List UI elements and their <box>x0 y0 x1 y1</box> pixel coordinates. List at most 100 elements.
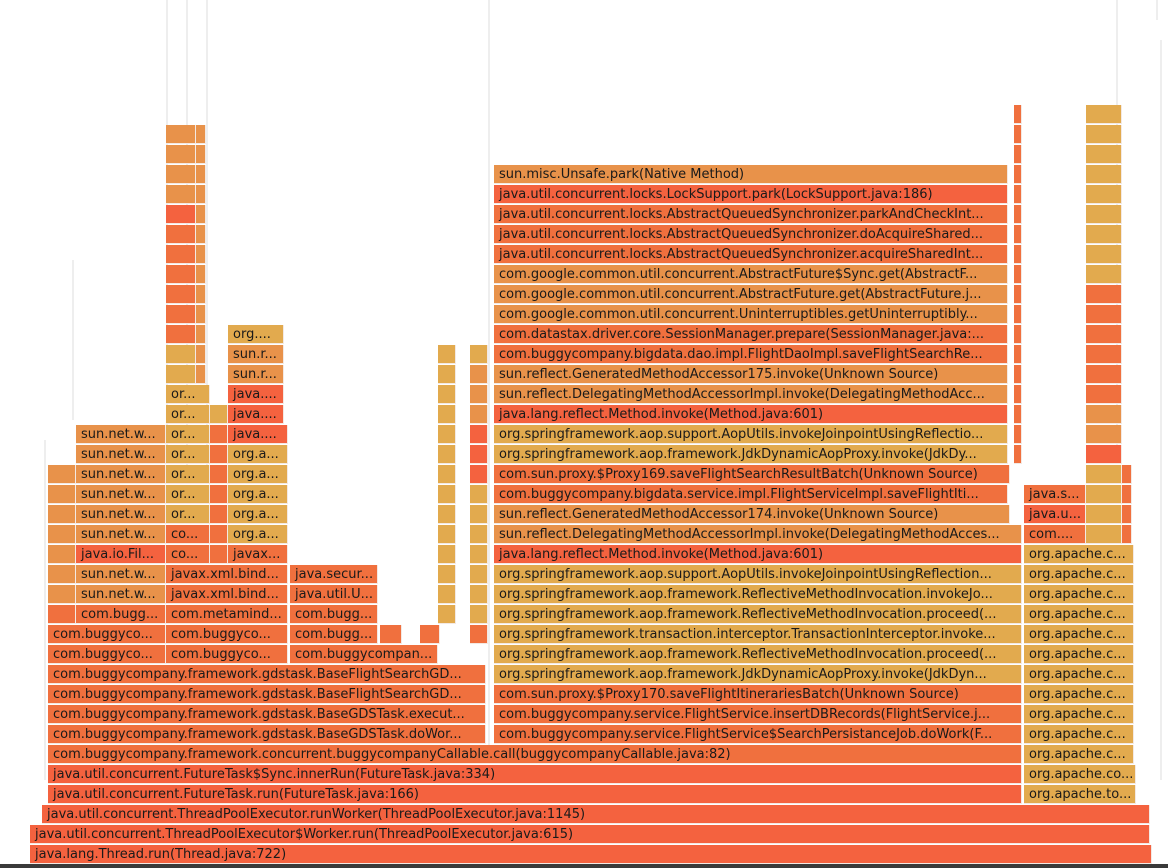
stack-frame[interactable]: org.a... <box>228 505 288 524</box>
stack-frame[interactable] <box>48 505 76 524</box>
stack-frame[interactable]: org.a... <box>228 485 288 504</box>
stack-frame[interactable] <box>470 525 488 544</box>
stack-frame[interactable] <box>470 605 488 624</box>
stack-frame[interactable]: com.buggycompany.framework.gdstask.BaseF… <box>48 685 486 704</box>
stack-frame[interactable] <box>196 225 206 244</box>
stack-frame[interactable] <box>470 625 488 644</box>
stack-frame[interactable] <box>1014 185 1022 204</box>
stack-frame[interactable] <box>196 345 206 364</box>
stack-frame[interactable]: com.buggycompany.service.FlightService.i… <box>494 705 1022 724</box>
stack-frame[interactable] <box>48 545 76 564</box>
stack-frame[interactable] <box>438 465 456 484</box>
stack-frame[interactable] <box>48 565 76 584</box>
stack-frame[interactable]: org.apache.c... <box>1024 725 1134 744</box>
stack-frame[interactable] <box>1086 385 1122 404</box>
stack-frame[interactable] <box>1122 465 1132 484</box>
stack-frame[interactable] <box>1014 125 1022 144</box>
stack-frame[interactable] <box>470 465 488 484</box>
stack-frame[interactable] <box>1014 245 1022 264</box>
stack-frame[interactable]: sun.net.w... <box>76 445 166 464</box>
stack-frame[interactable]: sun.net.w... <box>76 565 166 584</box>
stack-frame[interactable]: com.sun.proxy.$Proxy169.saveFlightSearch… <box>494 465 1010 484</box>
stack-frame[interactable] <box>166 145 196 164</box>
stack-frame[interactable] <box>420 625 440 644</box>
stack-frame[interactable]: org.springframework.aop.framework.JdkDyn… <box>494 445 1008 464</box>
stack-frame[interactable]: org.apache.to... <box>1024 785 1136 804</box>
stack-frame[interactable]: org.... <box>228 325 284 344</box>
stack-frame[interactable] <box>438 585 456 604</box>
stack-frame[interactable]: java.util.concurrent.ThreadPoolExecutor.… <box>42 805 1150 824</box>
stack-frame[interactable]: com.... <box>1024 525 1086 544</box>
stack-frame[interactable] <box>1086 225 1122 244</box>
stack-frame[interactable] <box>470 585 488 604</box>
stack-frame[interactable]: java.... <box>228 405 284 424</box>
stack-frame[interactable] <box>1014 285 1022 304</box>
stack-frame[interactable] <box>196 365 206 384</box>
stack-frame[interactable] <box>1086 145 1122 164</box>
stack-frame[interactable] <box>438 345 456 364</box>
stack-frame[interactable] <box>1014 385 1022 404</box>
stack-frame[interactable]: or... <box>166 425 210 444</box>
stack-frame[interactable]: org.apache.c... <box>1024 625 1134 644</box>
stack-frame[interactable]: sun.reflect.DelegatingMethodAccessorImpl… <box>494 525 1022 544</box>
stack-frame[interactable]: java.secur... <box>290 565 378 584</box>
stack-frame[interactable] <box>196 145 206 164</box>
stack-frame[interactable] <box>1014 205 1022 224</box>
stack-frame[interactable]: org.springframework.transaction.intercep… <box>494 625 1022 644</box>
stack-frame[interactable] <box>1014 325 1022 344</box>
stack-frame[interactable] <box>166 345 196 364</box>
stack-frame[interactable]: com.buggyco... <box>166 625 288 644</box>
stack-frame[interactable]: org.apache.co... <box>1024 765 1136 784</box>
stack-frame[interactable] <box>210 505 228 524</box>
stack-frame[interactable]: com.bugg... <box>290 625 378 644</box>
stack-frame[interactable] <box>1014 345 1022 364</box>
stack-frame[interactable] <box>1086 525 1122 544</box>
stack-frame[interactable] <box>1086 105 1122 124</box>
stack-frame[interactable]: org.apache.c... <box>1024 645 1134 664</box>
stack-frame[interactable]: or... <box>166 445 210 464</box>
stack-frame[interactable]: com.buggycompany.bigdata.dao.impl.Flight… <box>494 345 1008 364</box>
stack-frame[interactable] <box>470 445 488 464</box>
stack-frame[interactable]: javax.xml.bind... <box>166 585 288 604</box>
stack-frame[interactable]: java.lang.reflect.Method.invoke(Method.j… <box>494 405 1008 424</box>
stack-frame[interactable] <box>1014 445 1022 464</box>
stack-frame[interactable]: sun.net.w... <box>76 585 166 604</box>
stack-frame[interactable] <box>196 245 206 264</box>
stack-frame[interactable]: javax... <box>228 545 288 564</box>
stack-frame[interactable] <box>196 185 206 204</box>
stack-frame[interactable] <box>1086 465 1122 484</box>
stack-frame[interactable]: org.apache.c... <box>1024 685 1134 704</box>
stack-frame[interactable] <box>166 185 196 204</box>
stack-frame[interactable] <box>1086 125 1122 144</box>
stack-frame[interactable] <box>48 525 76 544</box>
stack-frame[interactable] <box>1086 505 1122 524</box>
stack-frame[interactable]: com.buggycompan... <box>290 645 438 664</box>
stack-frame[interactable]: or... <box>166 385 210 404</box>
stack-frame[interactable]: org.apache.c... <box>1024 545 1134 564</box>
stack-frame[interactable]: java.util.concurrent.locks.AbstractQueue… <box>494 225 1008 244</box>
stack-frame[interactable] <box>1086 485 1122 504</box>
stack-frame[interactable] <box>196 265 206 284</box>
stack-frame[interactable]: org.apache.c... <box>1024 665 1134 684</box>
stack-frame[interactable] <box>196 165 206 184</box>
stack-frame[interactable] <box>166 325 196 344</box>
stack-frame[interactable]: org.a... <box>228 525 288 544</box>
stack-frame[interactable] <box>48 465 76 484</box>
stack-frame[interactable] <box>196 205 206 224</box>
stack-frame[interactable]: java.util.concurrent.FutureTask$Sync.inn… <box>48 765 1022 784</box>
stack-frame[interactable] <box>48 485 76 504</box>
stack-frame[interactable] <box>380 625 402 644</box>
stack-frame[interactable] <box>1086 165 1122 184</box>
stack-frame[interactable]: java.util.concurrent.FutureTask.run(Futu… <box>48 785 1022 804</box>
stack-frame[interactable]: or... <box>166 465 210 484</box>
stack-frame[interactable] <box>166 205 196 224</box>
stack-frame[interactable]: org.apache.c... <box>1024 705 1134 724</box>
stack-frame[interactable] <box>1086 445 1122 464</box>
stack-frame[interactable]: com.sun.proxy.$Proxy170.saveFlightItiner… <box>494 685 1022 704</box>
stack-frame[interactable]: sun.reflect.DelegatingMethodAccessorImpl… <box>494 385 1008 404</box>
stack-frame[interactable]: co... <box>166 545 210 564</box>
stack-frame[interactable] <box>210 445 228 464</box>
stack-frame[interactable] <box>196 305 206 324</box>
stack-frame[interactable] <box>438 405 456 424</box>
stack-frame[interactable] <box>210 545 228 564</box>
